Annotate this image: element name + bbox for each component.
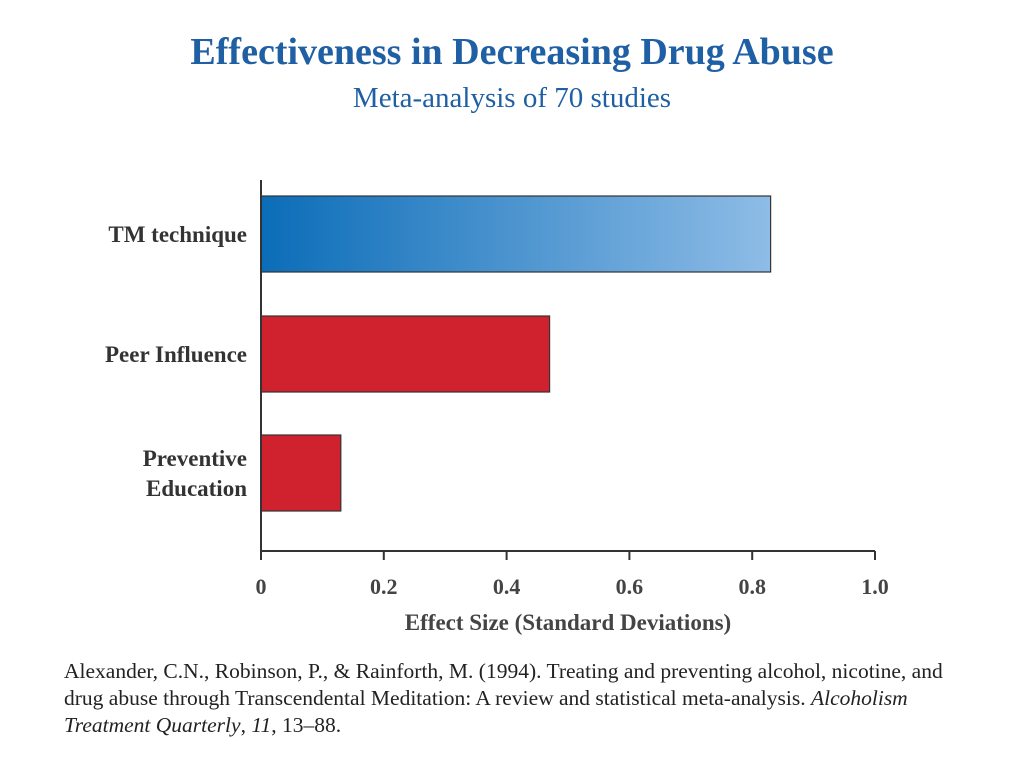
bar-1 — [260, 315, 551, 393]
x-tick-label-5: 1.0 — [861, 574, 889, 599]
chart-subtitle: Meta-analysis of 70 studies — [352, 82, 672, 114]
chart-title: Effectiveness in Decreasing Drug Abuse — [190, 31, 834, 73]
x-tick-label-2: 0.4 — [493, 574, 521, 599]
citation-text: Alexander, C.N., Robinson, P., & Rainfor… — [64, 659, 943, 710]
citation-pages: , 13–88. — [271, 713, 342, 737]
citation-separator: , — [240, 713, 252, 737]
citation-journal: Alcoholism Treatment Quarterly — [64, 686, 908, 737]
x-axis-title: Effect Size (Standard Deviations) — [405, 610, 731, 635]
category-label-0: TM technique — [108, 222, 247, 247]
citation-volume: 11 — [251, 713, 272, 737]
citation: Alexander, C.N., Robinson, P., & Rainfor… — [64, 658, 964, 739]
x-tick-label-1: 0.2 — [370, 574, 398, 599]
category-label-2: Preventive Education — [143, 446, 248, 501]
x-tick-label-0: 0 — [256, 574, 267, 599]
bar-2 — [260, 434, 342, 512]
x-tick-label-4: 0.8 — [738, 574, 766, 599]
x-tick-label-3: 0.6 — [616, 574, 644, 599]
category-label-1: Peer Influence — [105, 342, 247, 367]
bar-0 — [260, 195, 772, 273]
